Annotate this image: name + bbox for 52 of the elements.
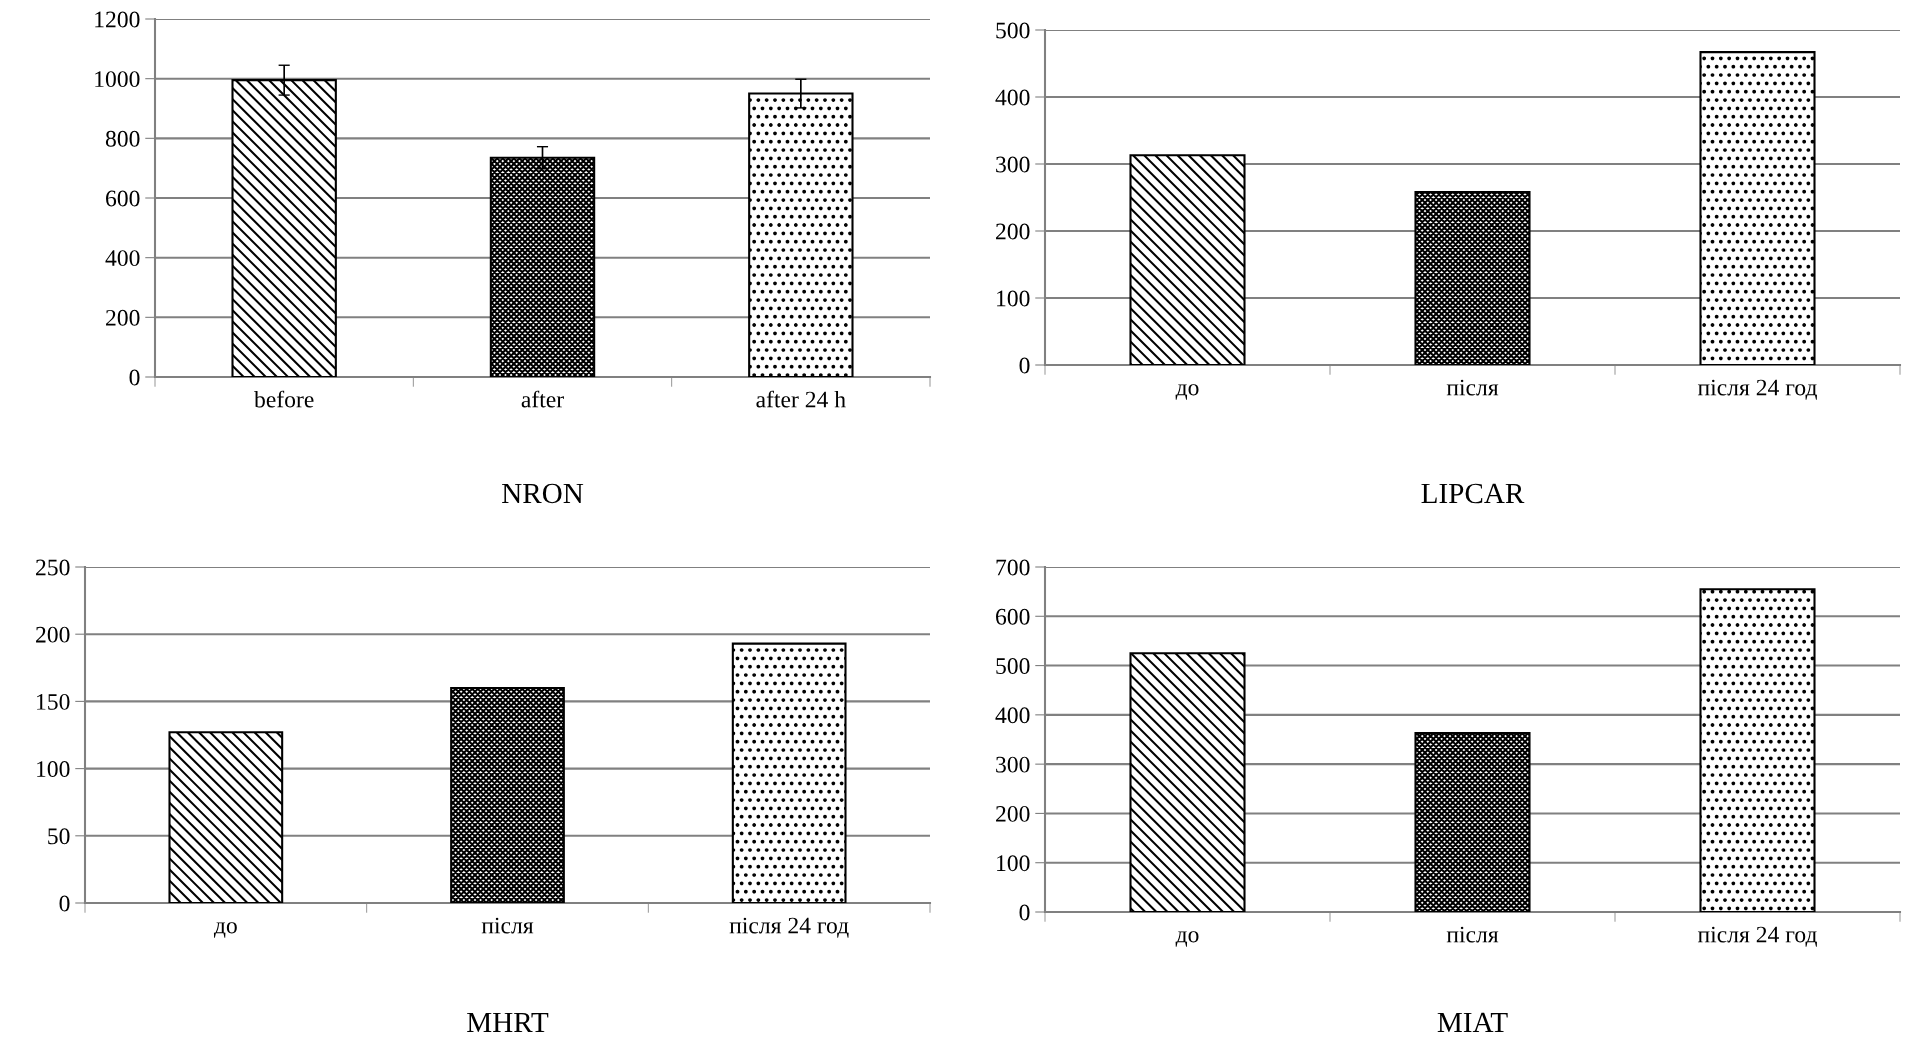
y-tick-label: 600: [106, 190, 140, 207]
x-tick-label: до: [1175, 384, 1199, 400]
x-tick-label: після: [1446, 379, 1499, 396]
x-tick-label: після: [1446, 926, 1499, 943]
y-tick-label: 0: [1019, 357, 1030, 374]
bar: [1129, 652, 1246, 912]
y-tick-label: 100: [997, 290, 1030, 307]
bar: [1699, 51, 1816, 365]
y-tick-label: 250: [36, 559, 70, 576]
y-tick-label: 800: [105, 130, 140, 147]
y-tick-label: 400: [995, 89, 1030, 106]
bar: [168, 731, 284, 903]
x-tick-label: before: [254, 390, 314, 408]
bar: [450, 686, 565, 903]
y-tick-label: 200: [996, 223, 1030, 240]
x-tick-label: після 24 год: [729, 917, 849, 938]
x-tick-label: після: [481, 917, 534, 934]
y-tick-label: 500: [996, 22, 1030, 39]
y-tick-label: 200: [106, 309, 140, 326]
text: LIPCAR: [1421, 483, 1525, 504]
y-tick-label: 600: [996, 608, 1030, 625]
y-tick-label: 0: [129, 369, 140, 386]
y-tick-label: 1000: [95, 71, 140, 88]
x-tick-label: після 24 год: [1697, 379, 1817, 400]
y-tick-label: 200: [36, 626, 70, 643]
y-tick-label: 700: [996, 559, 1030, 576]
x-tick-label: after: [521, 390, 564, 408]
bar: [1129, 154, 1246, 365]
y-tick-label: 100: [997, 855, 1030, 872]
y-tick-label: 400: [105, 250, 140, 267]
x-tick-label: після 24 год: [1697, 926, 1817, 947]
y-tick-label: 0: [59, 895, 70, 912]
y-tick-label: 50: [48, 828, 70, 845]
y-tick-label: 0: [1019, 904, 1030, 921]
y-tick-label: 400: [995, 707, 1030, 724]
text: NRON: [502, 483, 584, 504]
text: MHRT: [467, 1012, 549, 1033]
bar: [1414, 732, 1531, 912]
y-tick-label: 300: [996, 756, 1030, 773]
y-tick-label: 500: [996, 658, 1030, 674]
y-tick-label: 100: [37, 761, 70, 778]
bar: [731, 642, 847, 903]
y-tick-label: 150: [37, 693, 70, 710]
x-tick-label: after 24 h: [756, 390, 846, 408]
y-tick-label: 1200: [95, 11, 140, 28]
bar: [1699, 588, 1816, 912]
bar: [1414, 191, 1531, 365]
y-tick-label: 200: [996, 805, 1030, 822]
text: MIAT: [1437, 1012, 1508, 1033]
x-tick-label: до: [1175, 931, 1199, 947]
x-tick-label: до: [213, 922, 237, 938]
y-tick-label: 300: [996, 156, 1030, 173]
